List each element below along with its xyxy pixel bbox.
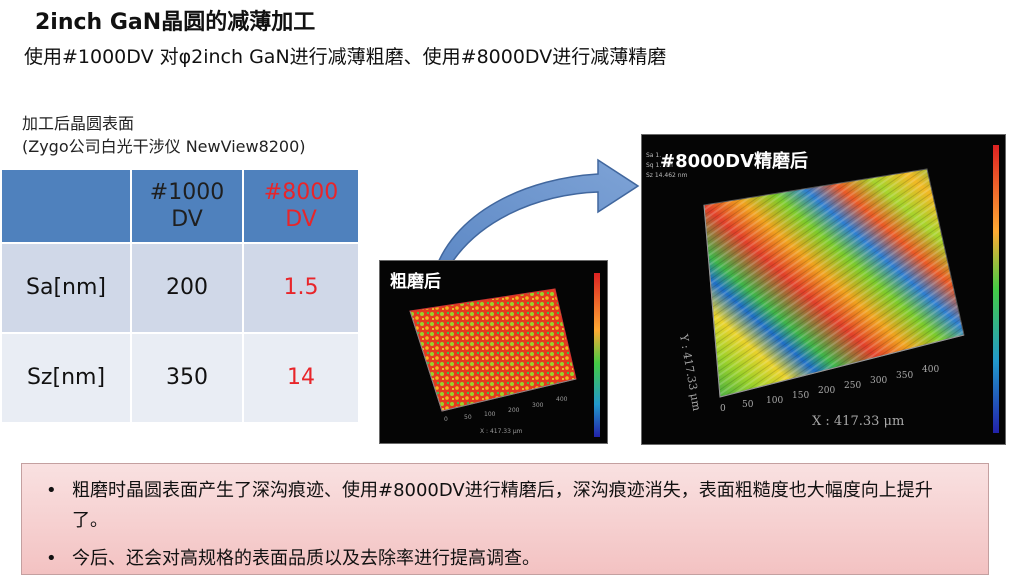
caption-line-2: (Zygo公司白光干涉仪 NewView8200)	[22, 137, 306, 156]
sa-8000dv-value: 1.5	[242, 242, 360, 334]
header-1000dv: #1000 DV	[130, 168, 244, 244]
header-8000dv-line1: #8000	[263, 179, 339, 205]
svg-text:400: 400	[556, 396, 568, 403]
sz-1000dv-value: 350	[130, 332, 244, 424]
svg-text:100: 100	[766, 396, 783, 406]
svg-text:0: 0	[720, 404, 726, 414]
svg-text:0: 0	[444, 416, 448, 423]
header-empty-cell	[0, 168, 132, 244]
svg-text:50: 50	[742, 400, 754, 410]
row-label-sa: Sa[nm]	[0, 242, 132, 334]
legend-sq: Sq 1. nm	[646, 162, 673, 169]
svg-text:150: 150	[792, 391, 809, 401]
conclusion-box: 粗磨时晶圆表面产生了深沟痕迹、使用#8000DV进行精磨后，深沟痕迹消失，表面粗…	[21, 463, 989, 575]
table-header-row: #1000 DV #8000 DV	[0, 168, 360, 244]
conclusion-item-2: 今后、还会对高规格的表面品质以及去除率进行提高调查。	[36, 544, 964, 574]
rough-surface-image: 0 50 100 200 300 400 X : 417.33 μm 粗磨后	[379, 260, 608, 444]
header-8000dv: #8000 DV	[242, 168, 360, 244]
header-8000dv-line2: DV	[285, 207, 317, 232]
page-title: 2inch GaN晶圆的减薄加工	[35, 10, 316, 35]
svg-text:50: 50	[464, 414, 472, 421]
fine-x-axis-label: X : 417.33 μm	[812, 414, 904, 429]
rough-surface-3d-plot: 0 50 100 200 300 400 X : 417.33 μm	[409, 273, 600, 437]
svg-text:350: 350	[896, 371, 913, 381]
header-1000dv-line2: DV	[171, 207, 203, 232]
roughness-table: #1000 DV #8000 DV Sa[nm] 200 1.5 Sz[nm] …	[0, 168, 360, 424]
fine-image-label: #8000DV精磨后	[660, 151, 809, 172]
svg-text:400: 400	[922, 365, 939, 375]
rough-image-label: 粗磨后	[390, 272, 441, 292]
table-row: Sz[nm] 350 14	[0, 332, 360, 424]
fine-surface-image: 0 50 100 150 200 250 300 350 400 X : 417.33 μm…	[641, 134, 1006, 445]
svg-text:200: 200	[818, 386, 835, 396]
sz-8000dv-value: 14	[242, 332, 360, 424]
sa-1000dv-value: 200	[130, 242, 244, 334]
header-1000dv-line1: #1000	[149, 179, 225, 205]
svg-text:250: 250	[844, 381, 861, 391]
page-subtitle: 使用#1000DV 对φ2inch GaN进行减薄粗磨、使用#8000DV进行减…	[24, 46, 667, 68]
fine-y-axis-label: Y : 417.33 μm	[677, 332, 704, 412]
table-row: Sa[nm] 200 1.5	[0, 242, 360, 334]
conclusion-item-1: 粗磨时晶圆表面产生了深沟痕迹、使用#8000DV进行精磨后，深沟痕迹消失，表面粗…	[36, 476, 964, 536]
fine-surface-3d-plot: 0 50 100 150 200 250 300 350 400 X : 417.33 μm…	[646, 145, 999, 433]
caption-line-1: 加工后晶圆表面	[22, 114, 135, 133]
svg-text:300: 300	[532, 402, 544, 409]
curved-arrow-icon	[431, 158, 640, 281]
rough-x-axis-label: X : 417.33 μm	[480, 428, 523, 435]
row-label-sz: Sz[nm]	[0, 332, 132, 424]
svg-text:200: 200	[508, 407, 520, 414]
legend-sa: Sa 1.	[646, 152, 661, 159]
svg-text:300: 300	[870, 376, 887, 386]
svg-text:100: 100	[484, 411, 496, 418]
legend-sz: Sz 14.462 nm	[646, 172, 688, 179]
